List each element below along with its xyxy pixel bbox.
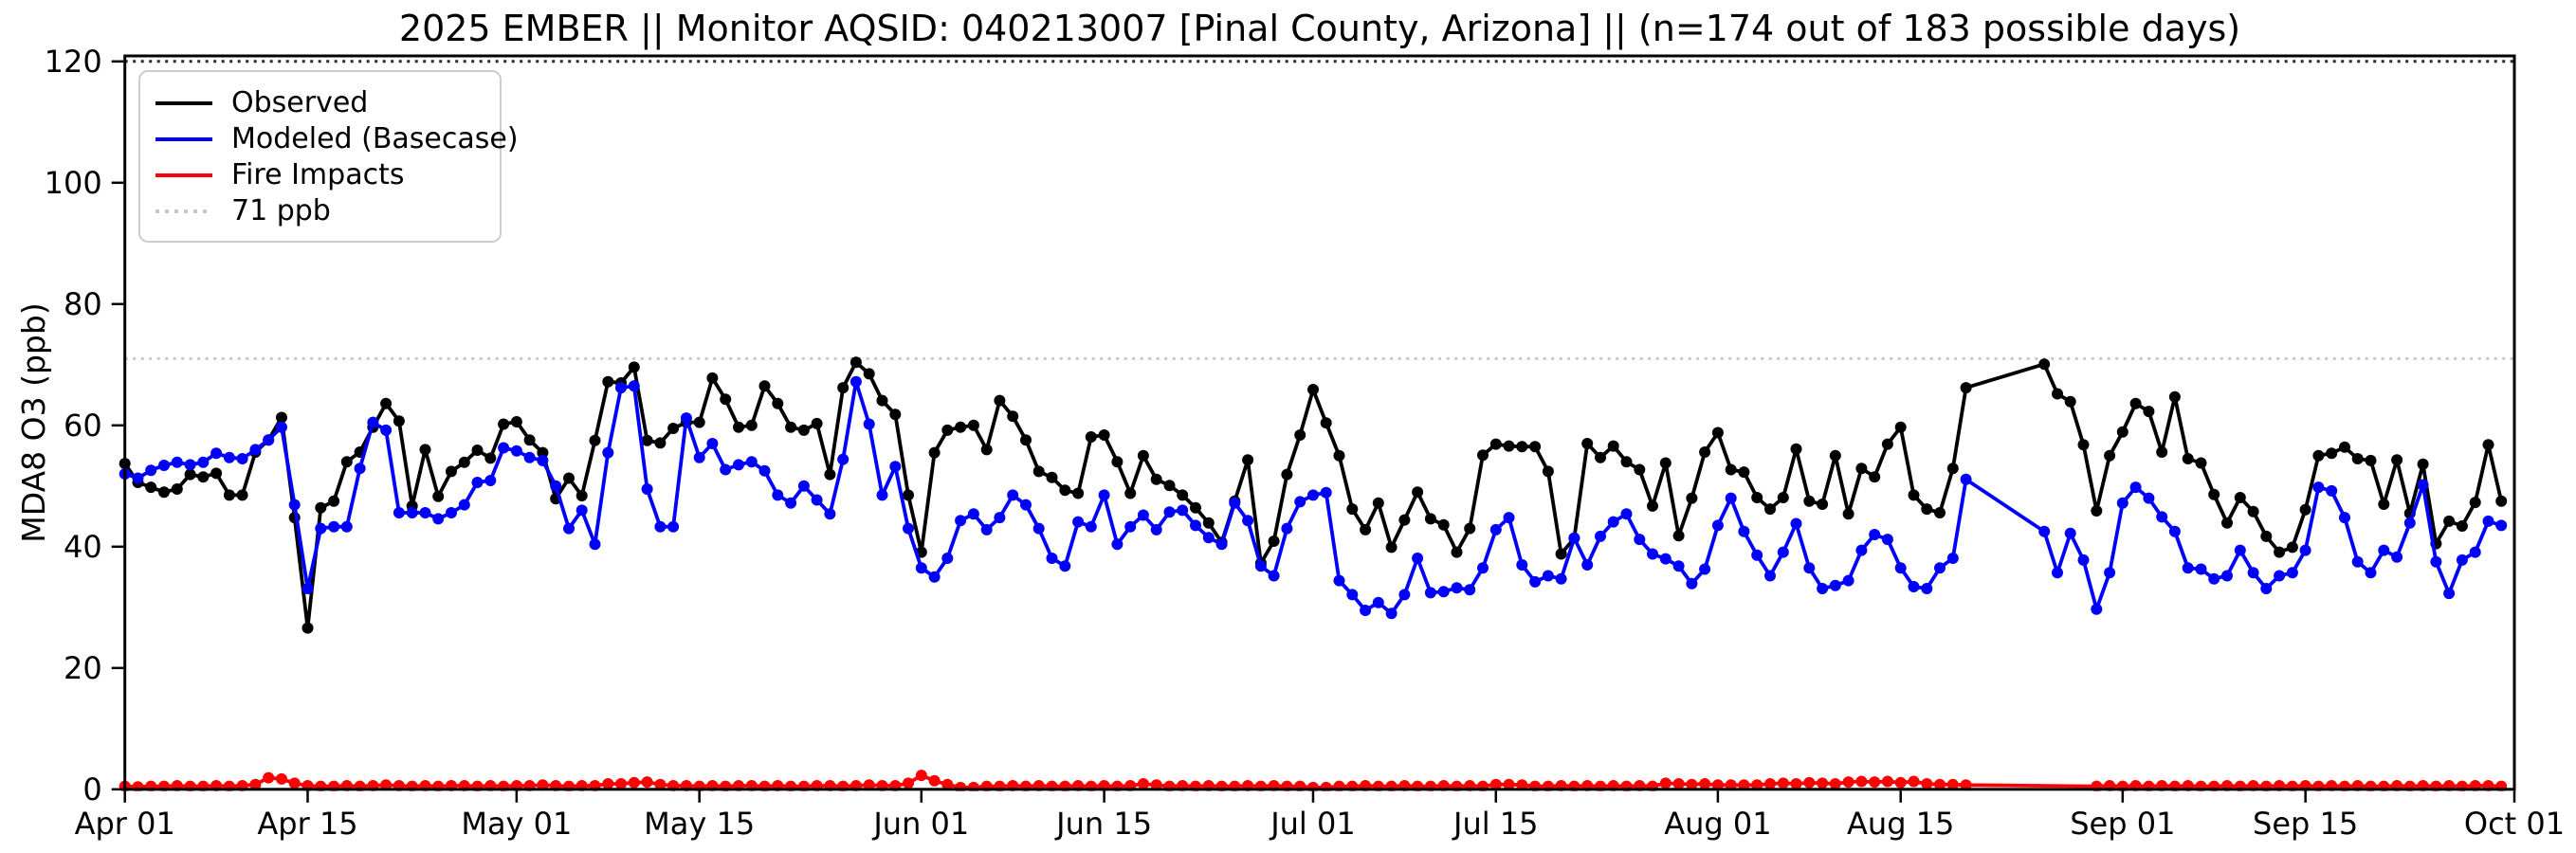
chart-title: 2025 EMBER || Monitor AQSID: 040213007 [… bbox=[398, 8, 2241, 49]
x-tick-label: Aug 01 bbox=[1664, 806, 1771, 842]
threshold-line-sample bbox=[155, 209, 212, 213]
y-tick-label: 20 bbox=[64, 650, 102, 686]
legend-item-71ppb-threshold: 71 ppb bbox=[140, 193, 500, 229]
x-tick-label: Sep 15 bbox=[2253, 806, 2358, 842]
y-tick-label: 80 bbox=[64, 286, 102, 322]
y-axis-label: MDA8 O3 (ppb) bbox=[15, 302, 52, 543]
y-tick-label: 40 bbox=[64, 529, 102, 565]
legend-item-fire-impacts: Fire Impacts bbox=[140, 157, 500, 193]
x-tick-label: Oct 01 bbox=[2464, 806, 2565, 842]
modeled-line-sample bbox=[155, 137, 212, 141]
legend-item-modeled: Modeled (Basecase) bbox=[140, 121, 519, 157]
x-tick-label: Apr 01 bbox=[75, 806, 175, 842]
y-tick-label: 60 bbox=[64, 408, 102, 444]
legend-item-observed: Observed bbox=[140, 85, 500, 121]
x-tick-label: Jun 15 bbox=[1054, 806, 1152, 842]
legend-label: Fire Impacts bbox=[231, 158, 405, 191]
legend: Observed Modeled (Basecase) Fire Impacts… bbox=[138, 70, 519, 243]
observed-line-sample bbox=[155, 101, 212, 105]
x-tick-label: Jul 15 bbox=[1452, 806, 1539, 842]
fire-impacts-line-sample bbox=[155, 173, 212, 177]
x-tick-label: Sep 01 bbox=[2070, 806, 2175, 842]
x-tick-label: Jun 01 bbox=[871, 806, 969, 842]
legend-label: 71 ppb bbox=[231, 194, 331, 227]
y-tick-label: 0 bbox=[82, 771, 101, 808]
legend-label: Modeled (Basecase) bbox=[231, 122, 519, 155]
x-tick-label: Jul 01 bbox=[1269, 806, 1356, 842]
x-tick-label: Aug 15 bbox=[1847, 806, 1954, 842]
x-tick-label: Apr 15 bbox=[257, 806, 357, 842]
x-tick-label: May 01 bbox=[461, 806, 572, 842]
x-tick-label: May 15 bbox=[644, 806, 755, 842]
y-tick-label: 100 bbox=[45, 165, 102, 201]
legend-label: Observed bbox=[231, 86, 369, 119]
y-tick-label: 120 bbox=[45, 44, 102, 80]
axes-spines bbox=[123, 54, 2516, 791]
modeled-basecase--series bbox=[119, 375, 2508, 620]
